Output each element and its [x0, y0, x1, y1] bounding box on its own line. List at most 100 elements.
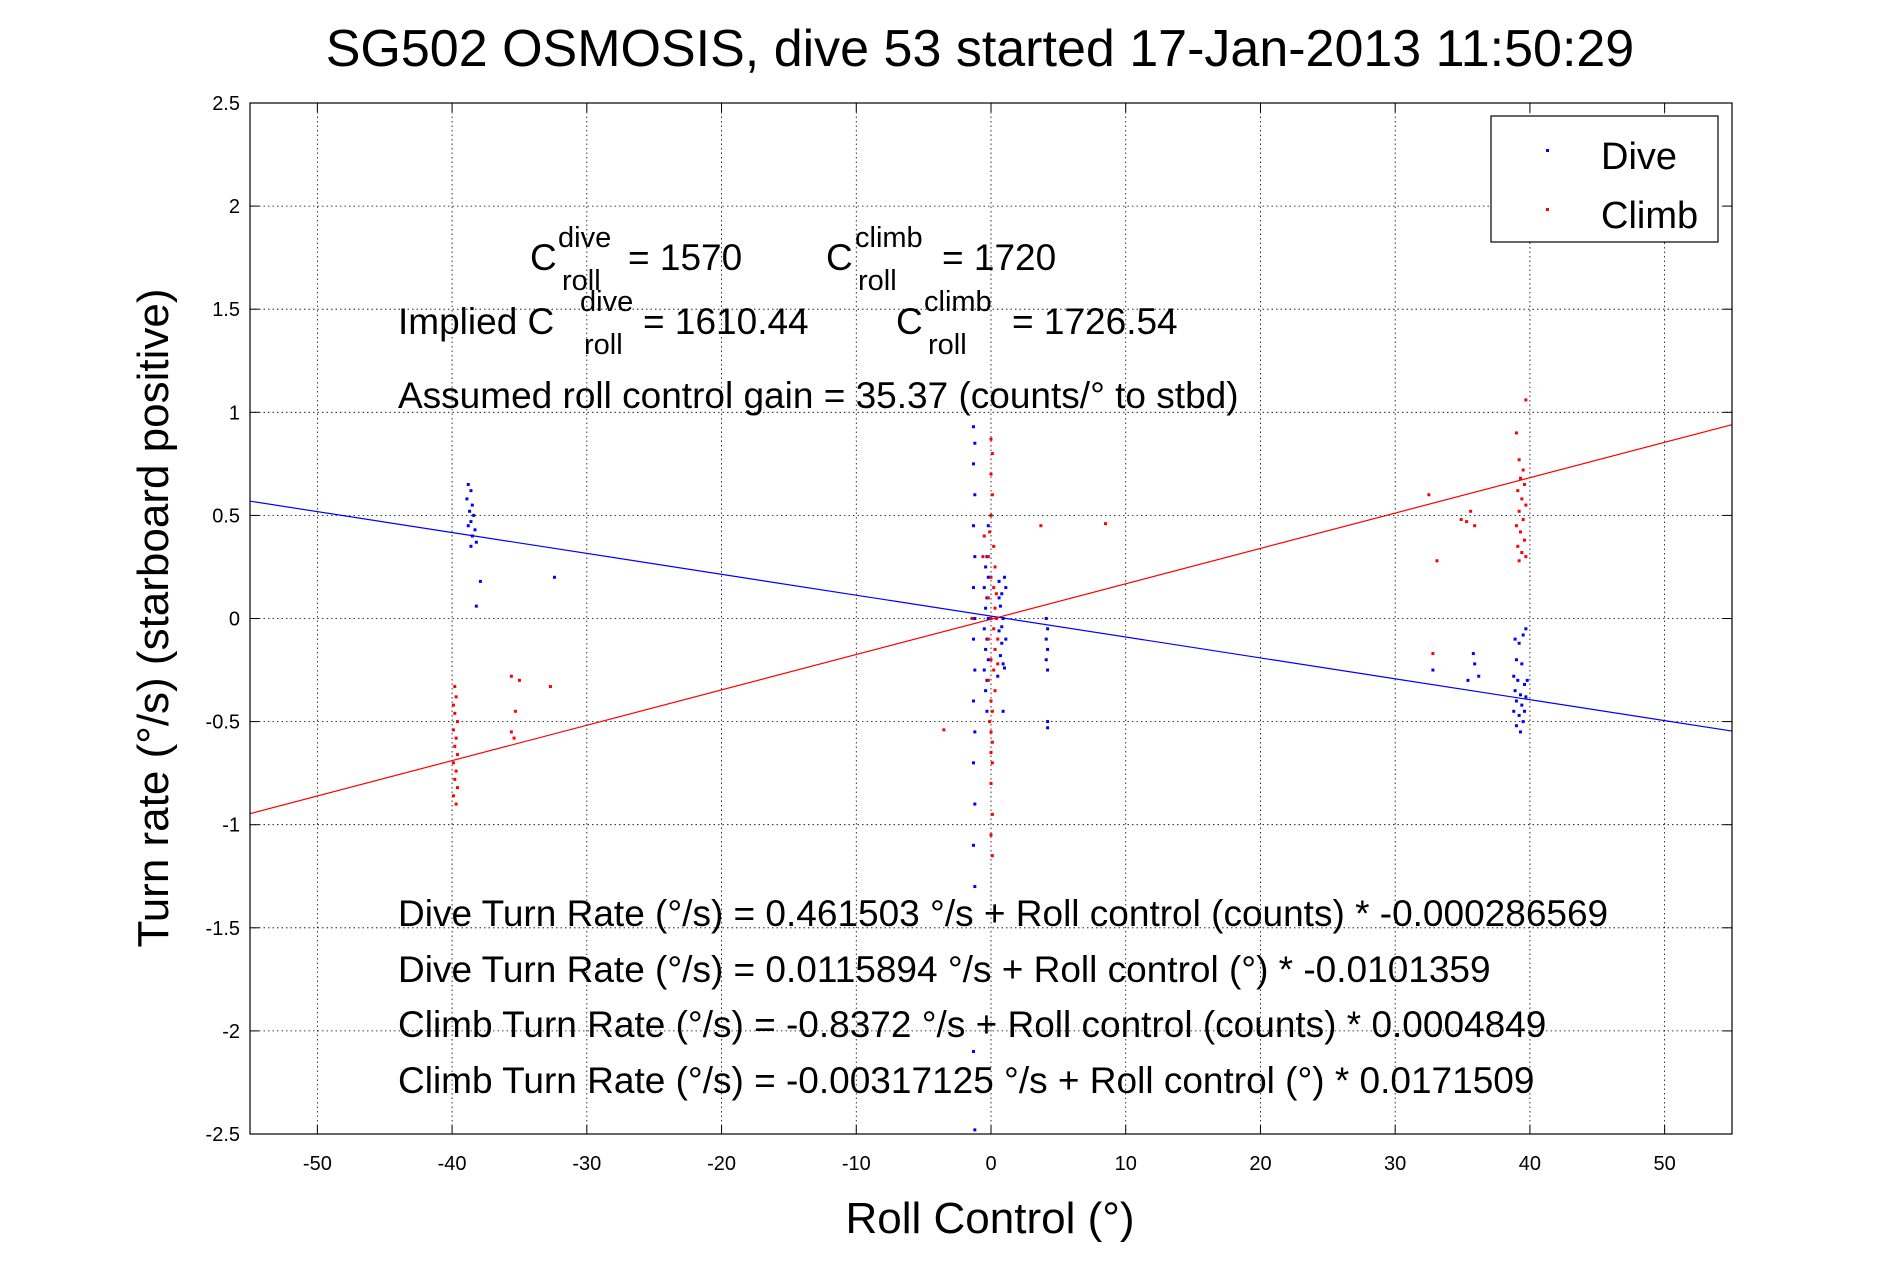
- climb-point: [986, 596, 990, 600]
- dive-point: [971, 586, 975, 590]
- dive-point: [470, 534, 474, 538]
- climb-point: [1459, 518, 1463, 522]
- legend-box: [1490, 115, 1719, 243]
- climb-point: [990, 761, 994, 765]
- y-axis-label: Turn rate (°/s) (starboard positive): [129, 288, 178, 947]
- climb-point: [1517, 458, 1521, 462]
- climb-point: [1431, 652, 1435, 656]
- dive-point: [1523, 682, 1527, 686]
- climb-point: [981, 555, 985, 559]
- x-tick-label: -40: [438, 1153, 467, 1175]
- climb-point: [454, 736, 458, 740]
- climb-point: [994, 592, 998, 596]
- dive-point: [1520, 703, 1524, 707]
- climb-point: [986, 555, 990, 559]
- dive-point: [469, 489, 473, 493]
- climb-point: [990, 854, 994, 858]
- y-tick-label: -1.5: [206, 918, 240, 940]
- c-climb-sub: roll: [858, 265, 897, 297]
- climb-point: [989, 833, 993, 837]
- climb-point: [1518, 530, 1522, 534]
- implied-climb-base: C: [896, 301, 923, 342]
- implied-dive-sub: roll: [584, 329, 623, 361]
- x-axis-label: Roll Control (°): [846, 1194, 1135, 1243]
- dive-point: [473, 528, 477, 532]
- dive-point: [1524, 695, 1528, 699]
- climb-point: [1523, 538, 1527, 542]
- dive-point: [986, 617, 990, 620]
- climb-point: [982, 534, 986, 538]
- x-tick-label: -30: [572, 1153, 601, 1175]
- climb-point: [453, 711, 457, 715]
- dive-point: [973, 617, 977, 620]
- dive-point: [1044, 658, 1048, 662]
- equation-climb-degrees: Climb Turn Rate (°/s) = -0.00317125 °/s …: [398, 1060, 1534, 1101]
- dive-point: [474, 604, 478, 608]
- y-tick-label: -0.5: [206, 712, 240, 734]
- climb-point: [451, 703, 455, 707]
- dive-point: [1004, 586, 1008, 590]
- c-climb-sup: climb: [855, 222, 923, 254]
- climb-point: [517, 678, 521, 682]
- dive-point: [552, 575, 556, 579]
- legend-climb-marker: [1546, 208, 1549, 211]
- dive-point: [1521, 720, 1525, 724]
- climb-point: [1516, 544, 1520, 548]
- dive-point: [1471, 652, 1475, 656]
- dive-point: [982, 627, 986, 631]
- climb-point: [1435, 559, 1439, 563]
- dive-point: [1512, 709, 1516, 713]
- dive-point: [971, 637, 975, 641]
- x-tick-label: 40: [1519, 1153, 1541, 1175]
- dive-point: [1001, 662, 1005, 666]
- dive-point: [971, 462, 975, 466]
- climb-point: [1473, 524, 1477, 528]
- climb-point: [509, 730, 513, 734]
- climb-point: [990, 812, 994, 816]
- climb-point: [454, 802, 458, 806]
- climb-point: [993, 565, 997, 569]
- climb-point: [451, 761, 455, 765]
- c-climb-value: = 1720: [942, 237, 1056, 278]
- climb-point: [1465, 520, 1469, 524]
- climb-point: [1521, 518, 1525, 522]
- dive-point: [985, 709, 989, 713]
- climb-point: [455, 786, 459, 790]
- climb-point: [988, 530, 992, 534]
- x-tick-label: 10: [1115, 1153, 1137, 1175]
- climb-point: [1524, 398, 1528, 402]
- dive-point: [984, 689, 988, 693]
- climb-point: [451, 794, 455, 798]
- climb-point: [989, 437, 993, 441]
- dive-point: [1044, 637, 1048, 641]
- x-tick-label: 0: [985, 1153, 996, 1175]
- dive-point: [1001, 617, 1005, 620]
- x-tick-label: -50: [303, 1153, 332, 1175]
- dive-point: [984, 647, 988, 651]
- y-tick-label: 2: [229, 196, 240, 218]
- implied-dive-prefix: Implied C: [398, 301, 554, 342]
- climb-point: [988, 720, 992, 724]
- climb-point: [548, 685, 552, 689]
- climb-point: [996, 662, 1000, 666]
- dive-point: [472, 513, 476, 517]
- y-tick-label: -2: [222, 1021, 240, 1043]
- climb-point: [454, 769, 458, 773]
- climb-point: [992, 586, 996, 590]
- dive-point: [986, 524, 990, 528]
- dive-point: [1513, 689, 1517, 693]
- legend-climb-label: Climb: [1601, 195, 1698, 237]
- dive-point: [1000, 625, 1004, 629]
- y-tick-label: -1: [222, 815, 240, 837]
- c-climb-base: C: [826, 237, 853, 278]
- implied-climb-sub: roll: [928, 329, 967, 361]
- dive-point: [997, 579, 1001, 583]
- climb-point: [989, 751, 993, 755]
- climb-point: [992, 544, 996, 548]
- climb-point: [1514, 431, 1518, 435]
- dive-point: [1514, 699, 1518, 703]
- climb-point: [1427, 493, 1431, 497]
- dive-point: [1000, 592, 1004, 596]
- dive-point: [466, 482, 470, 486]
